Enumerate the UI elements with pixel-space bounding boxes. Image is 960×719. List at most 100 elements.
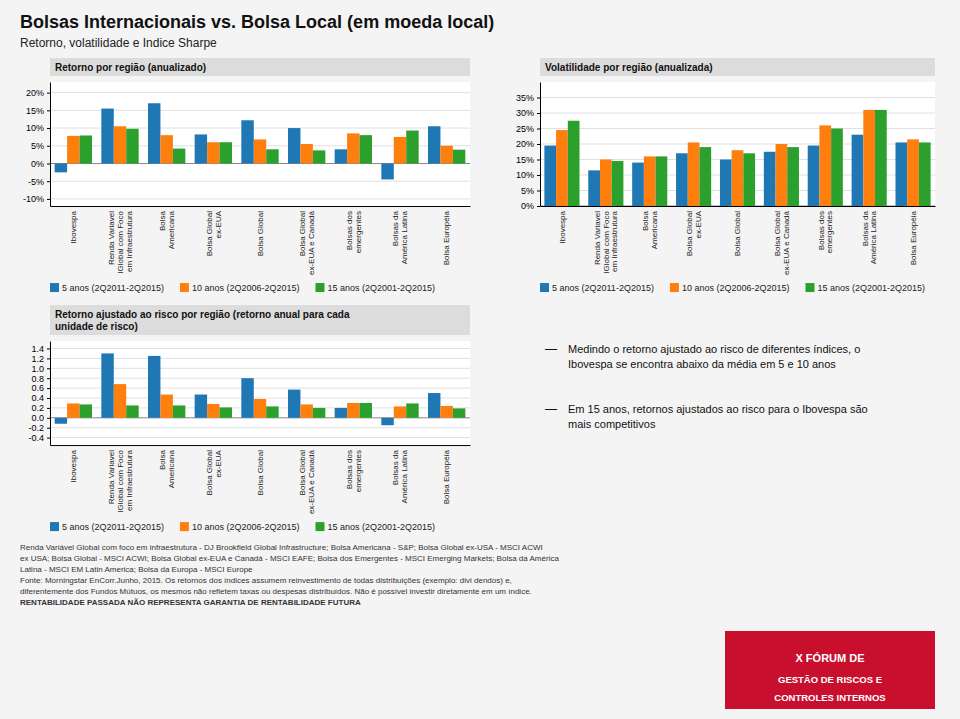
axis-line — [540, 83, 541, 207]
bars — [55, 103, 466, 179]
tick-label: 1.0 — [31, 364, 44, 374]
y-tick: 0.8 — [31, 374, 50, 384]
logo-box — [725, 631, 935, 709]
x-tick: Ibovespa — [558, 210, 567, 243]
y-tick: -0.2 — [28, 423, 50, 433]
tick-label: 20% — [516, 139, 534, 149]
logo-text: GESTÃO DE RISCOS E — [778, 674, 882, 685]
legend-label: 5 anos (2Q2011-2Q2015) — [62, 283, 164, 293]
y-tick: -5% — [28, 177, 50, 187]
footer-line: diferentemente dos Fundos Mútuos, os mes… — [20, 587, 532, 596]
tick-mark — [537, 175, 540, 176]
text-line: em Infraestrutura — [125, 450, 134, 511]
legend-item: 10 anos (2Q2006-2Q2015) — [180, 522, 300, 532]
text-line: Bolsa Global — [256, 211, 265, 257]
plot-background — [50, 341, 470, 445]
legend-label: 10 anos (2Q2006-2Q2015) — [682, 283, 790, 293]
legend: 5 anos (2Q2011-2Q2015)10 anos (2Q2006-2Q… — [50, 283, 435, 293]
text-line: ex-EUA — [694, 210, 703, 238]
bar — [632, 163, 644, 206]
text-line: Ibovespa — [558, 210, 567, 243]
bar — [148, 356, 160, 418]
bar — [732, 150, 744, 206]
tick-label: Bolsa Globalex-EUA — [205, 210, 223, 256]
y-tick: 10% — [516, 170, 540, 180]
bar-series — [544, 135, 907, 206]
bar — [406, 131, 418, 164]
x-tick: BolsaAmericana — [158, 450, 176, 489]
bar-series — [556, 110, 919, 206]
footer-line: RENTABILIDADE PASSADA NÃO REPRESENTA GAR… — [20, 598, 361, 607]
panel-header — [540, 58, 935, 76]
y-tick: 10% — [26, 123, 50, 133]
legend-swatch — [315, 283, 324, 292]
x-tick: Bolsa Globalex-EUA — [205, 449, 223, 495]
text-line: Medindo o retorno ajustado ao risco de d… — [568, 343, 860, 355]
tick-label: 0% — [521, 201, 534, 211]
bar — [148, 103, 160, 163]
tick-label: 0.4 — [31, 393, 44, 403]
y-tick: 20% — [516, 139, 540, 149]
bar — [173, 405, 185, 417]
x-tick: Bolsas dosemergentes — [345, 450, 363, 492]
bar — [313, 408, 325, 418]
tick-mark — [47, 163, 50, 164]
footer-line: Latina - MSCI EM Latin America; Bolsa da… — [20, 565, 253, 574]
legend-label: 15 anos (2Q2001-2Q2015) — [817, 283, 925, 293]
text-line: Retorno ajustado ao risco por região (re… — [55, 309, 350, 320]
text-line: Ibovespa — [69, 210, 78, 243]
grid-line — [50, 198, 470, 199]
bar — [335, 149, 347, 163]
bar-series — [55, 103, 441, 179]
tick-mark — [537, 160, 540, 161]
text-line: emergentes — [354, 211, 363, 253]
bar — [126, 129, 138, 164]
bar — [919, 142, 931, 206]
legend-label: 5 anos (2Q2011-2Q2015) — [552, 283, 654, 293]
tick-label: Bolsa Globalex-EUA — [685, 210, 703, 256]
bar — [254, 399, 266, 418]
text-line: Bolsas da — [861, 210, 870, 246]
x-tick: Bolsa Globalex-EUA e Canadá — [298, 450, 316, 515]
bar — [55, 418, 67, 424]
tick-label: Renda VariavelIGlobal com Focoem Infraes… — [107, 210, 134, 273]
y-tick: 0.4 — [31, 393, 50, 403]
legend-label: 15 anos (2Q2001-2Q2015) — [327, 283, 435, 293]
y-tick: 25% — [516, 124, 540, 134]
text-line: Renda Variavel — [107, 450, 116, 504]
tick-label: 0.2 — [31, 403, 44, 413]
bar — [453, 150, 465, 164]
bar — [381, 163, 393, 179]
bar — [101, 353, 113, 417]
text-line: Volatilidade por região (anualizada) — [545, 62, 713, 73]
tick-label: 10% — [516, 170, 534, 180]
legend: 5 anos (2Q2011-2Q2015)10 anos (2Q2006-2Q… — [50, 522, 435, 532]
grid-line — [50, 348, 470, 349]
y-tick: 30% — [516, 108, 540, 118]
tick-label: Bolsa Européia — [442, 210, 451, 265]
tick-label: Bolsas dosemergentes — [345, 450, 363, 492]
legend-item: 15 anos (2Q2001-2Q2015) — [315, 522, 435, 532]
x-tick: BolsaAmericana — [158, 210, 176, 249]
tick-mark — [47, 110, 50, 111]
bar — [720, 160, 732, 207]
text-line: Americana — [167, 450, 176, 489]
tick-label: 10% — [26, 123, 44, 133]
x-tick: Bolsa Global — [256, 450, 265, 496]
tick-label: 25% — [516, 124, 534, 134]
bar — [440, 406, 452, 418]
tick-label: Bolsa Européia — [909, 210, 918, 265]
bar — [360, 403, 372, 418]
tick-label: Bolsa Globalex-EUA e Canadá — [298, 210, 316, 275]
page: Bolsas Internacionais vs. Bolsa Local (e… — [0, 0, 960, 719]
tick-label: 15% — [26, 106, 44, 116]
title: Bolsas Internacionais vs. Bolsa Local (e… — [20, 12, 494, 32]
x-tick: Bolsas dosemergentes — [345, 211, 363, 253]
tick-label: -0.2 — [28, 423, 44, 433]
panel: Retorno por região (anualizado)-10%-5%0%… — [23, 58, 471, 293]
bar — [656, 156, 668, 206]
text-line: unidade de risco) — [55, 321, 138, 332]
tick-label: Bolsa Global — [256, 450, 265, 496]
bar — [335, 408, 347, 418]
legend-swatch — [180, 522, 189, 531]
